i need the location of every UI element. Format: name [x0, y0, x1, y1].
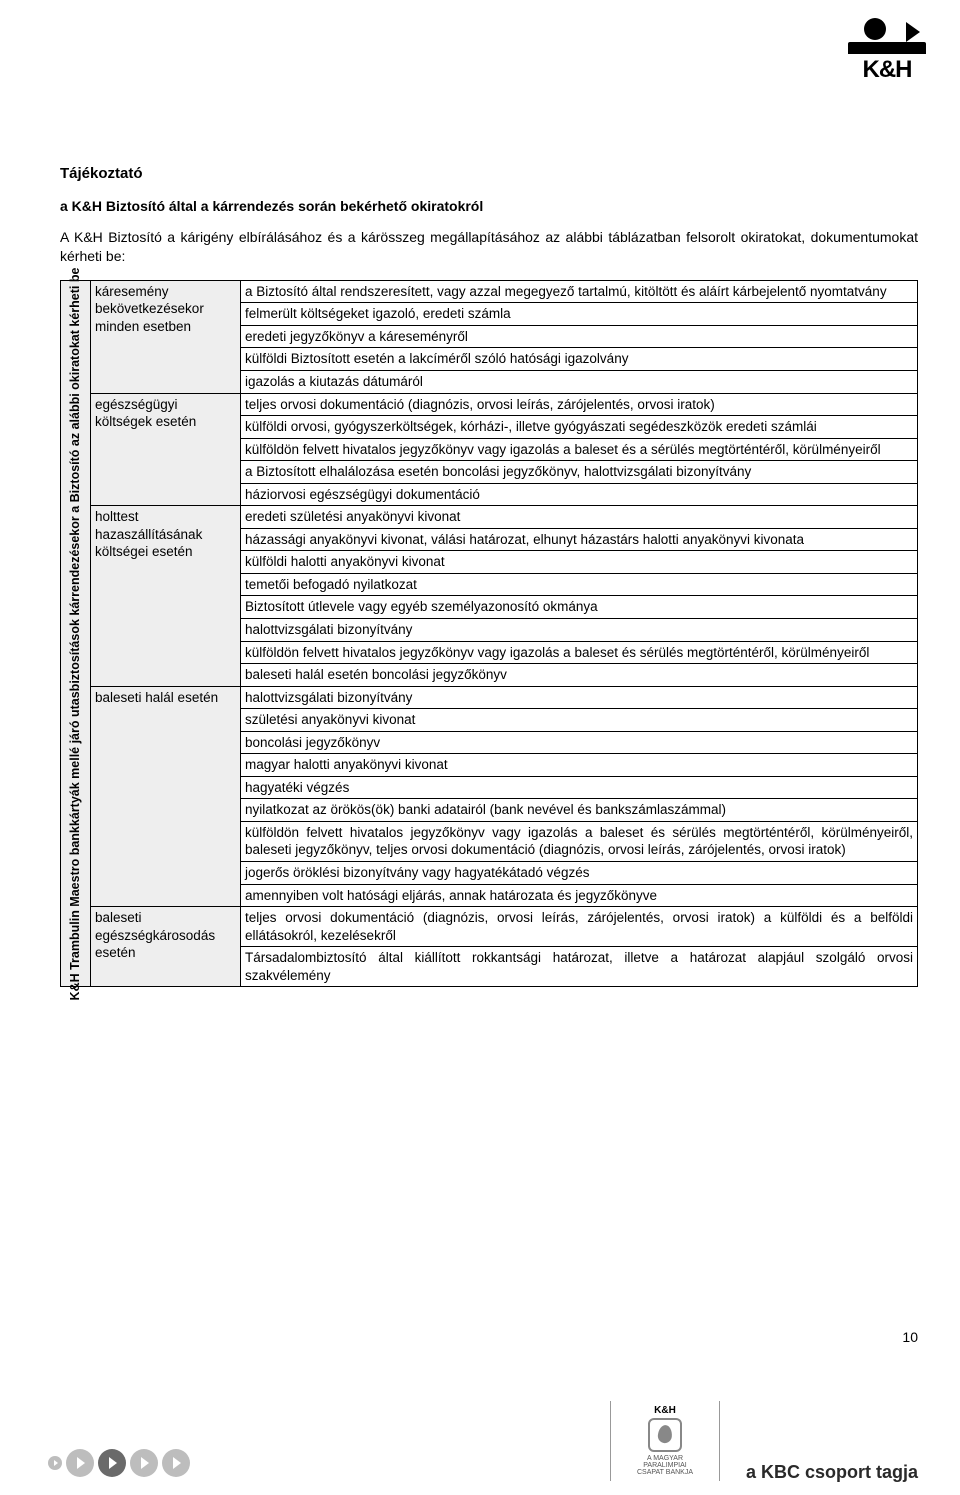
document-cell: háziorvosi egészségügyi dokumentáció	[241, 483, 918, 506]
document-cell: hagyatéki végzés	[241, 776, 918, 799]
document-cell: nyilatkozat az örökös(ök) banki adatairó…	[241, 799, 918, 822]
category-cell: holttest hazaszállításának költségei ese…	[91, 506, 241, 686]
sponsor-flame-icon	[648, 1418, 682, 1452]
document-cell: külföldön felvett hivatalos jegyzőkönyv …	[241, 438, 918, 461]
document-cell: halottvizsgálati bizonyítvány	[241, 618, 918, 641]
table-row: baleseti egészségkárosodás eseténteljes …	[91, 907, 918, 947]
document-cell: temetői befogadó nyilatkozat	[241, 573, 918, 596]
page-subtitle: a K&H Biztosító által a kárrendezés sorá…	[60, 198, 918, 214]
page-number: 10	[902, 1329, 918, 1345]
document-cell: jogerős öröklési bizonyítvány vagy hagya…	[241, 862, 918, 885]
arrow-icon	[162, 1449, 190, 1477]
document-cell: teljes orvosi dokumentáció (diagnózis, o…	[241, 393, 918, 416]
arrow-icon	[66, 1449, 94, 1477]
arrow-icon	[130, 1449, 158, 1477]
table-row: egészségügyi költségek eseténteljes orvo…	[91, 393, 918, 416]
document-cell: baleseti halál esetén boncolási jegyzőkö…	[241, 664, 918, 687]
document-cell: külföldön felvett hivatalos jegyzőkönyv …	[241, 641, 918, 664]
document-cell: születési anyakönyvi kivonat	[241, 709, 918, 732]
document-cell: teljes orvosi dokumentáció (diagnózis, o…	[241, 907, 918, 947]
table-side-label-text: K&H Trambulin Maestro bankkártyák mellé …	[68, 267, 84, 1000]
document-cell: magyar halotti anyakönyvi kivonat	[241, 754, 918, 777]
sponsor-line: CSAPAT BANKJA	[617, 1469, 713, 1476]
page-title: Tájékoztató	[60, 165, 918, 182]
footer-arrows	[48, 1449, 190, 1477]
intro-paragraph: A K&H Biztosító a kárigény elbírálásához…	[60, 228, 918, 266]
document-cell: Társadalombiztosító által kiállított rok…	[241, 947, 918, 987]
brand-logo: K&H	[848, 18, 926, 84]
documents-table-wrap: K&H Trambulin Maestro bankkártyák mellé …	[60, 280, 918, 988]
sponsor-line: A MAGYAR	[617, 1455, 713, 1462]
document-cell: eredeti születési anyakönyvi kivonat	[241, 506, 918, 529]
document-cell: külföldi orvosi, gyógyszerköltségek, kór…	[241, 416, 918, 439]
table-row: baleseti halál eseténhalottvizsgálati bi…	[91, 686, 918, 709]
document-cell: igazolás a kiutazás dátumáról	[241, 370, 918, 393]
category-cell: káresemény bekövetkezésekor minden esetb…	[91, 280, 241, 393]
document-cell: külföldi halotti anyakönyvi kivonat	[241, 551, 918, 574]
document-cell: boncolási jegyzőkönyv	[241, 731, 918, 754]
document-cell: eredeti jegyzőkönyv a káreseményről	[241, 325, 918, 348]
document-cell: felmerült költségeket igazoló, eredeti s…	[241, 303, 918, 326]
document-cell: házassági anyakönyvi kivonat, válási hat…	[241, 528, 918, 551]
brand-logo-text: K&H	[848, 56, 926, 84]
page-footer: K&H A MAGYAR PARALIMPIAI CSAPAT BANKJA a…	[0, 1385, 960, 1495]
table-row: holttest hazaszállításának költségei ese…	[91, 506, 918, 529]
category-cell: baleseti halál esetén	[91, 686, 241, 906]
sponsor-line: PARALIMPIAI	[617, 1462, 713, 1469]
document-cell: Biztosított útlevele vagy egyéb személya…	[241, 596, 918, 619]
document-cell: a Biztosított elhalálozása esetén boncol…	[241, 461, 918, 484]
document-cell: a Biztosító által rendszeresített, vagy …	[241, 280, 918, 303]
sponsor-brand: K&H	[617, 1405, 713, 1416]
category-cell: baleseti egészségkárosodás esetén	[91, 907, 241, 987]
category-cell: egészségügyi költségek esetén	[91, 393, 241, 506]
table-row: káresemény bekövetkezésekor minden esetb…	[91, 280, 918, 303]
arrow-icon	[48, 1456, 62, 1470]
brand-logo-mark	[848, 18, 926, 54]
footer-tagline: a KBC csoport tagja	[746, 1462, 918, 1483]
document-cell: halottvizsgálati bizonyítvány	[241, 686, 918, 709]
sponsor-badge: K&H A MAGYAR PARALIMPIAI CSAPAT BANKJA	[610, 1401, 720, 1481]
table-side-label: K&H Trambulin Maestro bankkártyák mellé …	[60, 280, 90, 988]
document-cell: amennyiben volt hatósági eljárás, annak …	[241, 884, 918, 907]
document-cell: külföldön felvett hivatalos jegyzőkönyv …	[241, 821, 918, 861]
documents-table: káresemény bekövetkezésekor minden esetb…	[90, 280, 918, 988]
document-cell: külföldi Biztosított esetén a lakcíméről…	[241, 348, 918, 371]
arrow-icon	[98, 1449, 126, 1477]
